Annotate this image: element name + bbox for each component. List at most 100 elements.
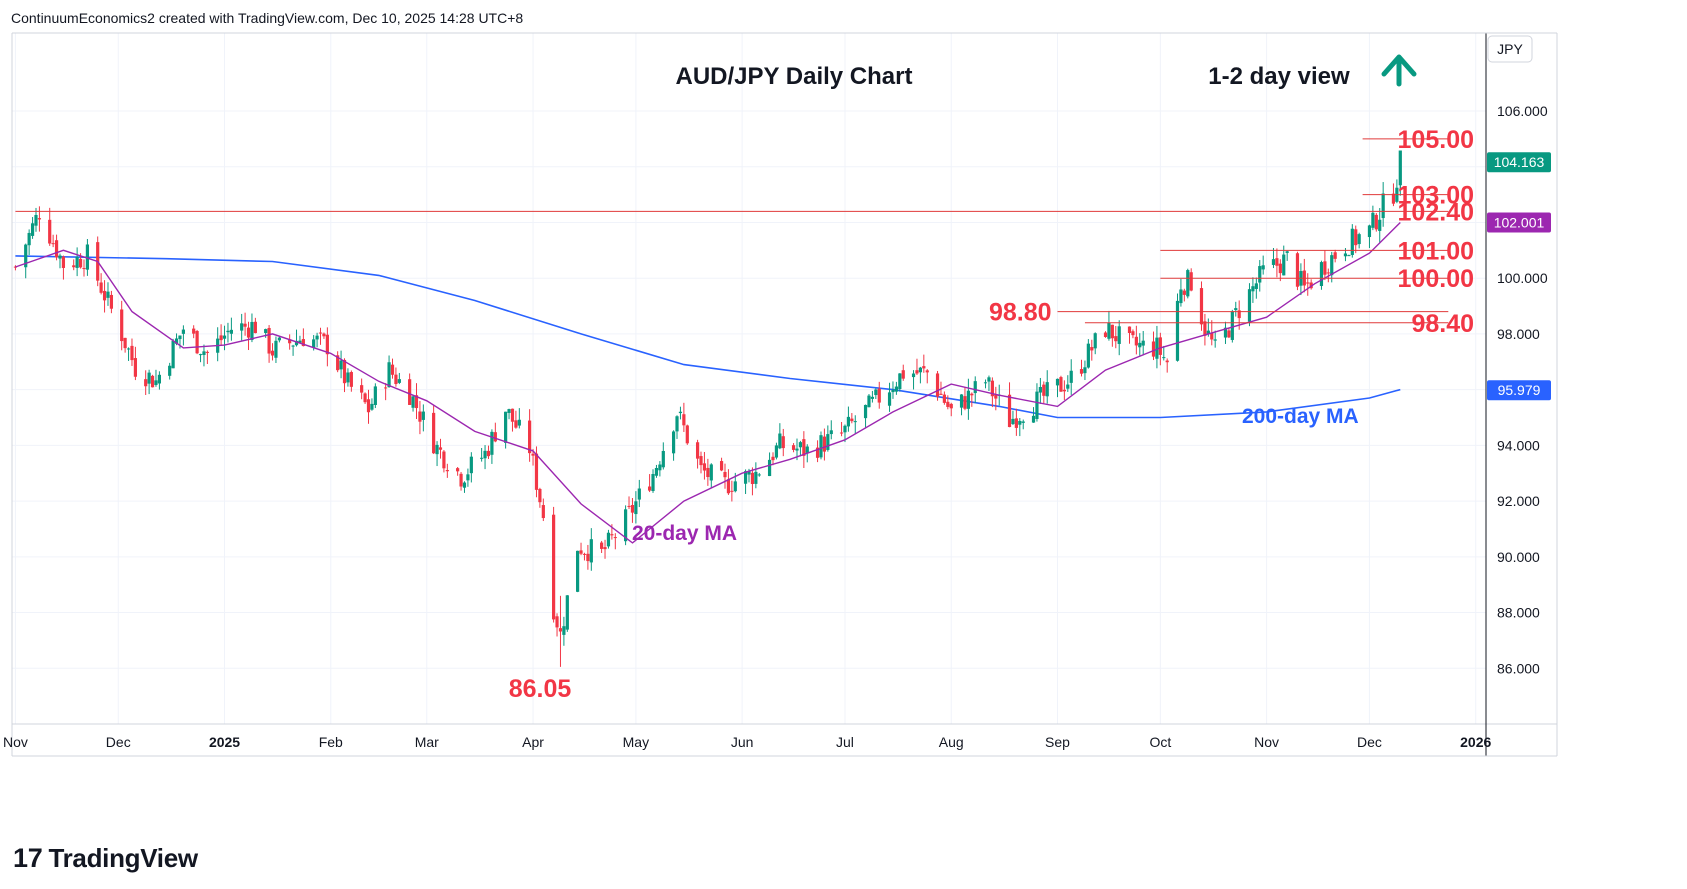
candle-body <box>253 321 257 334</box>
candle-body <box>342 359 347 384</box>
candle-body <box>699 456 703 466</box>
candle-body <box>939 393 943 395</box>
candle-body <box>360 385 364 393</box>
candle-body <box>181 329 185 334</box>
candle-body <box>695 442 700 459</box>
candle-body <box>987 377 991 382</box>
candle-body <box>277 337 281 341</box>
candle-body <box>1213 339 1217 341</box>
candle-body <box>925 370 929 373</box>
candle-body <box>541 505 545 519</box>
candle-body <box>421 411 425 420</box>
candle-body <box>1278 263 1282 274</box>
candle-body <box>58 255 62 259</box>
candle-body <box>1127 326 1132 334</box>
ma-200-layer <box>15 255 1401 419</box>
candle-body <box>555 616 559 628</box>
candle-body <box>325 334 329 355</box>
candle-body <box>826 434 830 450</box>
level-label: 100.00 <box>1398 265 1474 293</box>
candle-body <box>634 501 638 515</box>
candle-body <box>34 214 38 226</box>
candle-body <box>82 268 86 270</box>
candle-body <box>510 408 515 422</box>
candle-body <box>123 337 127 349</box>
candle-body <box>627 505 631 507</box>
y-tick-label: 98.000 <box>1497 326 1540 342</box>
candle-body <box>637 488 641 500</box>
candle-body <box>1079 369 1084 374</box>
candle-body <box>949 403 953 409</box>
candle-body <box>507 409 511 413</box>
chart-attribution: ContinuumEconomics2 created with Trading… <box>11 10 524 26</box>
x-tick-label: Oct <box>1149 734 1171 750</box>
candle-body <box>346 372 350 383</box>
candle-body <box>750 472 755 485</box>
candle-body <box>805 446 809 453</box>
candle-body <box>1107 322 1111 339</box>
candle-body <box>1350 228 1354 256</box>
candle-body <box>486 450 491 457</box>
candle-body <box>709 464 713 481</box>
candle-body <box>1151 341 1156 357</box>
candle-body <box>1055 378 1060 386</box>
candle-body <box>528 420 532 454</box>
y-tick-label: 88.000 <box>1497 605 1540 621</box>
candle-body <box>246 327 251 338</box>
candle-body <box>48 219 52 244</box>
candle-body <box>363 393 367 403</box>
candle-body <box>1090 347 1094 351</box>
candle-body <box>1323 261 1327 275</box>
candle-body <box>843 425 847 433</box>
candle-body <box>267 327 271 354</box>
candle-body <box>610 534 614 536</box>
candle-body <box>445 470 449 472</box>
candle-body <box>682 414 686 426</box>
candle-body <box>195 330 199 354</box>
candle-body <box>1131 331 1135 336</box>
candle-body <box>54 240 59 258</box>
candle-body <box>1378 219 1382 231</box>
candle-body <box>1086 343 1090 368</box>
candle-body <box>1223 327 1228 338</box>
candle-body <box>243 323 247 327</box>
candle-body <box>970 393 974 396</box>
ma-20-annotation: 20-day MA <box>632 522 737 545</box>
candle-body <box>274 340 278 358</box>
candle-body <box>874 389 878 396</box>
candle-body <box>846 416 851 427</box>
candle-body <box>1254 283 1258 289</box>
candle-body <box>178 335 182 340</box>
candle-body <box>1237 310 1241 319</box>
candle-body <box>517 419 521 426</box>
candle-body <box>778 433 782 449</box>
x-tick-label: May <box>623 734 649 750</box>
candle-body <box>771 456 775 461</box>
candle-body <box>1093 333 1097 349</box>
level-label: 101.00 <box>1398 237 1474 265</box>
candle-body <box>723 471 727 478</box>
candle-body <box>394 374 398 385</box>
candle-body <box>757 474 761 476</box>
candle-body <box>562 626 566 635</box>
candle-body <box>1138 342 1142 348</box>
currency-box <box>1487 35 1533 63</box>
candle-body <box>1045 382 1049 397</box>
candle-body <box>438 447 443 450</box>
tradingview-mark-icon: 17 <box>13 843 43 873</box>
candle-body <box>1347 255 1351 257</box>
x-tick-label: Jul <box>836 734 854 750</box>
y-tick-label: 86.000 <box>1497 660 1540 676</box>
candle-body <box>1186 270 1190 297</box>
candle-body <box>1374 214 1378 230</box>
candle-body <box>51 243 55 245</box>
tradingview-logo[interactable]: 17 TradingView <box>13 843 198 874</box>
candle-body <box>469 456 473 474</box>
candle-body <box>1031 415 1036 423</box>
candle-body <box>205 351 209 353</box>
candle-body <box>315 335 319 340</box>
candle-body <box>918 367 922 373</box>
candle-body <box>781 436 785 449</box>
